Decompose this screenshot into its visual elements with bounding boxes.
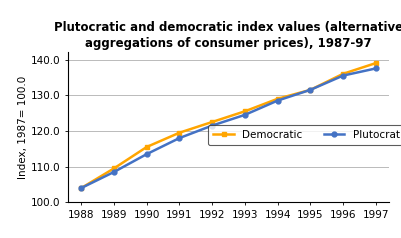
Plutocratic bbox=[111, 171, 116, 174]
Legend: Democratic, Plutocratic: Democratic, Plutocratic bbox=[208, 125, 401, 145]
Plutocratic bbox=[79, 187, 84, 189]
Plutocratic bbox=[275, 99, 280, 102]
Plutocratic bbox=[308, 89, 313, 91]
Democratic bbox=[275, 97, 280, 100]
Line: Democratic: Democratic bbox=[79, 61, 378, 190]
Plutocratic bbox=[373, 67, 378, 70]
Democratic bbox=[341, 72, 346, 75]
Democratic bbox=[243, 110, 247, 113]
Democratic bbox=[308, 89, 313, 91]
Plutocratic bbox=[341, 74, 346, 77]
Plutocratic bbox=[210, 124, 215, 127]
Y-axis label: Index, 1987= 100.0: Index, 1987= 100.0 bbox=[18, 76, 28, 179]
Title: Plutocratic and democratic index values (alternative
aggregations of consumer pr: Plutocratic and democratic index values … bbox=[54, 21, 401, 50]
Plutocratic bbox=[243, 114, 247, 116]
Democratic bbox=[373, 62, 378, 64]
Democratic bbox=[79, 187, 84, 189]
Democratic bbox=[111, 167, 116, 170]
Plutocratic bbox=[177, 137, 182, 139]
Line: Plutocratic: Plutocratic bbox=[79, 66, 378, 190]
Democratic bbox=[144, 146, 149, 149]
Democratic bbox=[177, 131, 182, 134]
Plutocratic bbox=[144, 153, 149, 156]
Democratic bbox=[210, 121, 215, 124]
